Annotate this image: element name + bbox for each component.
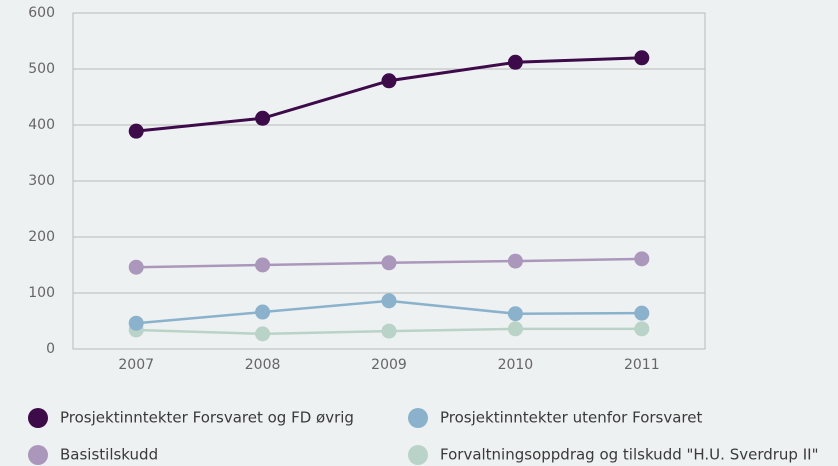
point	[507, 321, 523, 337]
point	[255, 326, 271, 342]
legend-marker	[28, 445, 48, 465]
point	[634, 305, 650, 321]
legend-marker	[28, 408, 48, 428]
x-tick-label: 2008	[245, 357, 281, 373]
point	[381, 293, 397, 309]
point	[507, 253, 523, 269]
legend-marker	[408, 445, 428, 465]
point	[128, 315, 144, 331]
y-tick-label: 500	[28, 61, 55, 77]
point	[128, 259, 144, 275]
y-tick-label: 600	[28, 5, 55, 21]
x-tick-label: 2011	[624, 357, 660, 373]
y-tick-label: 0	[46, 341, 55, 357]
point	[381, 323, 397, 339]
y-tick-label: 300	[28, 173, 55, 189]
y-tick-label: 100	[28, 285, 55, 301]
legend-marker	[408, 408, 428, 428]
point	[255, 257, 271, 273]
legend-label: Prosjektinntekter utenfor Forsvaret	[440, 409, 703, 427]
y-tick-label: 400	[28, 117, 55, 133]
point	[507, 306, 523, 322]
x-tick-label: 2009	[371, 357, 407, 373]
x-tick-label: 2007	[118, 357, 154, 373]
point	[381, 255, 397, 271]
point	[507, 54, 523, 70]
legend-label: Basistilskudd	[60, 446, 158, 464]
legend-label: Forvaltningsoppdrag og tilskudd "H.U. Sv…	[440, 446, 818, 464]
point	[634, 251, 650, 267]
y-tick-label: 200	[28, 229, 55, 245]
point	[381, 73, 397, 89]
point	[128, 123, 144, 139]
x-tick-label: 2010	[498, 357, 534, 373]
point	[634, 50, 650, 66]
legend-label: Prosjektinntekter Forsvaret og FD øvrig	[60, 409, 354, 427]
point	[255, 304, 271, 320]
point	[255, 110, 271, 126]
point	[634, 321, 650, 337]
